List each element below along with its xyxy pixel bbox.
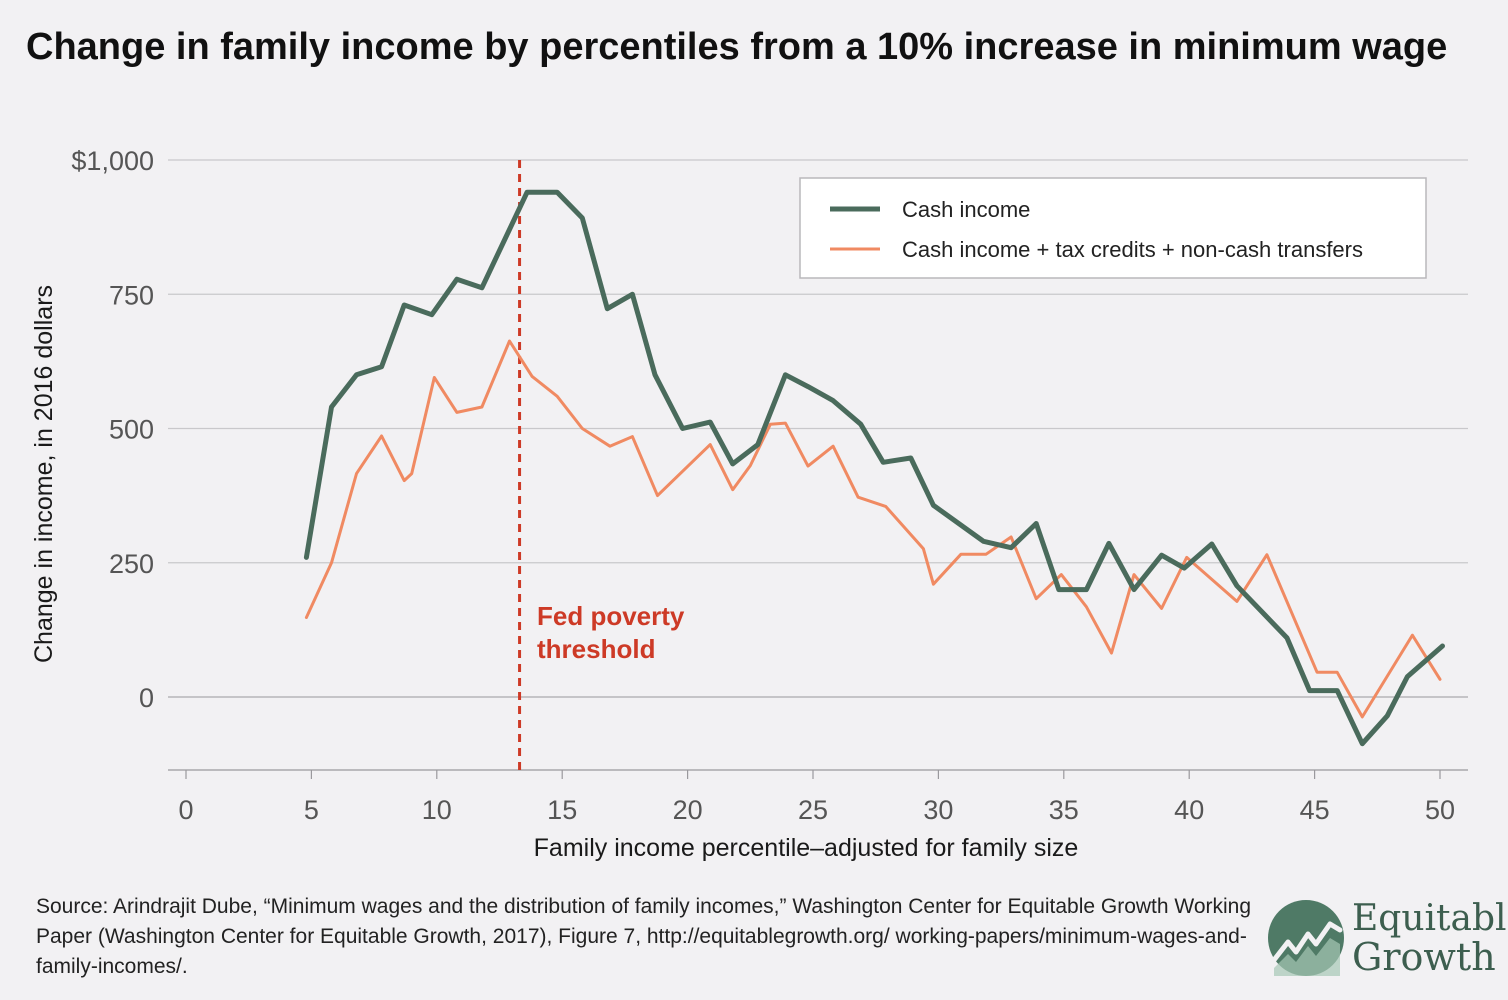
source-note: Source: Arindrajit Dube, “Minimum wages … (36, 895, 1252, 978)
logo-word-growth: Growth (1352, 935, 1496, 979)
x-tick-label: 40 (1174, 795, 1204, 825)
x-tick-label: 15 (547, 795, 577, 825)
series-line-total-income (304, 339, 1442, 719)
logo-word-equitable: Equitable (1352, 898, 1508, 939)
line-chart: 0 250 500 750 $1,000 0 5 10 15 20 25 30 35 40 45 50 Fami… (30, 146, 1468, 862)
x-tick-label: 30 (923, 795, 953, 825)
x-tick-label: 5 (304, 795, 319, 825)
x-tick-label: 25 (798, 795, 828, 825)
chart-title: Change in family income by percentiles f… (26, 26, 1448, 68)
poverty-threshold-label-line2: threshold (537, 634, 655, 664)
x-tick-label: 0 (178, 795, 193, 825)
chart-circle-icon (1268, 900, 1344, 976)
x-tick-label: 50 (1425, 795, 1455, 825)
legend-label: Cash income (902, 197, 1030, 222)
y-tick-label: 0 (139, 683, 154, 713)
x-tick-label: 35 (1049, 795, 1079, 825)
poverty-threshold-label-line1: Fed poverty (537, 601, 685, 631)
legend-box (799, 177, 1427, 279)
y-tick-label: 500 (109, 415, 154, 445)
x-axis-title: Family income percentile–adjusted for fa… (534, 834, 1079, 862)
y-tick-label: 250 (109, 549, 154, 579)
x-tick-label: 20 (673, 795, 703, 825)
legend-label: Cash income + tax credits + non-cash tra… (902, 237, 1363, 262)
series-line-cash-income (303, 189, 1445, 747)
x-tick-label: 45 (1300, 795, 1330, 825)
y-axis-title: Change in income, in 2016 dollars (30, 285, 58, 663)
equitable-growth-logo: Equitable Growth (1266, 888, 1508, 983)
y-tick-label: 750 (109, 280, 154, 310)
x-tick-label: 10 (422, 795, 452, 825)
y-tick-label: $1,000 (71, 146, 154, 176)
